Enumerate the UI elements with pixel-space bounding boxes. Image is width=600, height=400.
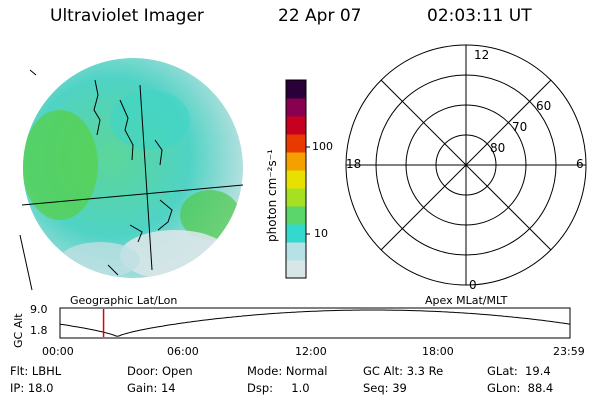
colorbar-segment [286, 134, 306, 153]
lat-label-80: 80 [490, 141, 506, 155]
filter-value: Flt: LBHL [10, 364, 62, 378]
timeline-x-tick: 23:59 [553, 345, 585, 358]
colorbar-segment [286, 98, 306, 117]
dsp-value: Dsp: 1.0 [247, 381, 310, 395]
mode-value: Mode: Normal [247, 364, 328, 378]
colorbar-frame [285, 79, 307, 279]
date-label: 22 Apr 07 [278, 6, 362, 26]
colorbar-tick-label: 100 [312, 140, 333, 153]
instrument-title: Ultraviolet Imager [50, 6, 204, 26]
colorbar-segment [286, 188, 306, 207]
coastline [154, 139, 163, 166]
lat-label-70: 70 [512, 120, 528, 134]
mlt-label-18: 18 [346, 157, 362, 171]
colorbar-segment [286, 242, 306, 261]
altitude-curve [59, 309, 571, 337]
edge-line [19, 234, 33, 291]
timeline-right-label: Apex MLat/MLT [425, 294, 508, 307]
mlt-label-12: 12 [474, 48, 490, 62]
latitude-line [21, 184, 244, 206]
time-label: 02:03:11 UT [427, 6, 532, 26]
colorbar-segment [286, 152, 306, 171]
timeline-x-tick: 06:00 [167, 345, 199, 358]
colorbar-segment [286, 116, 306, 135]
mlt-label-6: 6 [576, 157, 584, 171]
timeline-y-min: 1.8 [30, 324, 48, 337]
colorbar-segment [286, 170, 306, 189]
lat-label-60: 60 [536, 99, 552, 113]
coastline [107, 264, 119, 276]
timeline-y-max: 9.0 [30, 303, 48, 316]
colorbar-segment [286, 224, 306, 243]
polar-diagonal [380, 79, 552, 251]
coastline [93, 79, 101, 136]
glat-value: GLat: 19.4 [487, 364, 551, 378]
colorbar-segment [286, 80, 306, 99]
timeline-x-tick: 18:00 [422, 345, 454, 358]
longitude-line [139, 84, 153, 271]
mlt-label-0: 0 [469, 278, 477, 292]
coastline [119, 99, 134, 161]
gc-alt-value: GC Alt: 3.3 Re [363, 364, 444, 378]
ip-value: IP: 18.0 [10, 381, 54, 395]
colorbar-segments [286, 80, 306, 279]
glon-value: GLon: 88.4 [487, 381, 554, 395]
coastline [157, 199, 173, 231]
timeline-x-tick: 12:00 [295, 345, 327, 358]
colorbar-tick-label: 10 [314, 227, 328, 240]
door-value: Door: Open [127, 364, 193, 378]
coastline [29, 69, 37, 76]
coastline [129, 224, 143, 243]
colorbar-segment [286, 206, 306, 225]
timeline-left-label: Geographic Lat/Lon [70, 294, 178, 307]
seq-value: Seq: 39 [363, 381, 407, 395]
colorbar-segment [286, 260, 306, 279]
gain-value: Gain: 14 [127, 381, 176, 395]
timeline-frame [59, 307, 571, 339]
timeline-x-tick: 00:00 [42, 345, 74, 358]
